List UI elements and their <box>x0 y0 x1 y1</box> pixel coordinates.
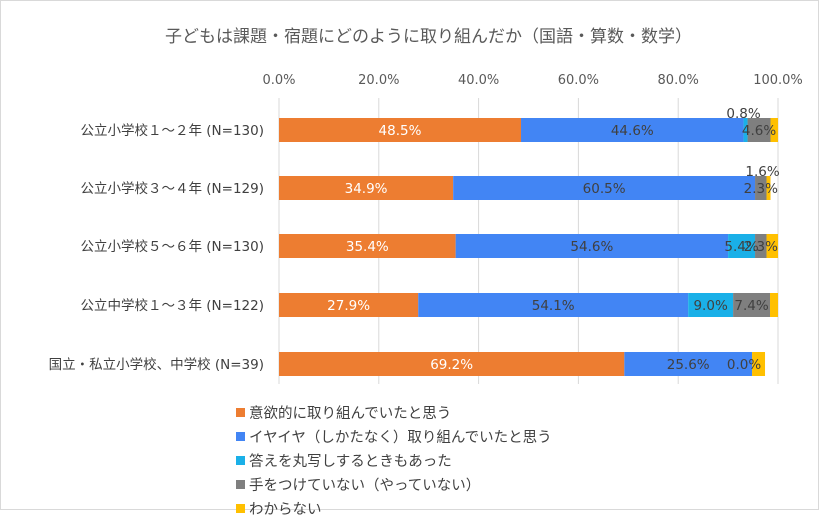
chart-frame <box>0 0 819 510</box>
data-label: 54.1% <box>532 298 575 314</box>
data-label: 0.0% <box>727 357 761 373</box>
x-tick-label: 100.0% <box>753 73 803 88</box>
bar-segment <box>279 234 456 258</box>
bar-segment <box>418 293 689 317</box>
data-label: 1.6% <box>745 164 779 180</box>
legend-label: わからない <box>249 501 322 518</box>
data-label: 9.0% <box>693 298 727 314</box>
bar-segment <box>728 234 756 258</box>
bar-segment <box>453 176 756 200</box>
bar-segment <box>755 176 767 200</box>
bar-segment <box>279 118 522 142</box>
data-label: 34.9% <box>345 181 388 197</box>
bar-segment <box>752 352 766 376</box>
data-label: 2.3% <box>744 239 778 255</box>
x-tick-label: 60.0% <box>558 73 599 88</box>
legend-item: イヤイヤ（しかたなく）取り組んでいたと思う <box>236 424 552 448</box>
data-label: 60.5% <box>583 181 626 197</box>
data-label: 4.6% <box>742 123 776 139</box>
legend-item: 答えを丸写しするときもあった <box>236 448 552 472</box>
category-label: 国立・私立小学校、中学校 (N=39) <box>49 356 264 373</box>
data-label: 25.6% <box>667 357 710 373</box>
legend-label: イヤイヤ（しかたなく）取り組んでいたと思う <box>249 429 552 446</box>
bar-segment <box>521 118 744 142</box>
x-tick-label: 20.0% <box>358 73 399 88</box>
bar-segment <box>766 176 771 200</box>
legend-swatch <box>236 431 245 441</box>
x-tick-label: 0.0% <box>262 73 295 88</box>
category-label: 公立小学校５～６年 (N=130) <box>80 238 264 255</box>
bar-segment <box>455 234 729 258</box>
chart-legend: 意欲的に取り組んでいたと思うイヤイヤ（しかたなく）取り組んでいたと思う 答えを丸写… <box>236 400 552 520</box>
data-label: 48.5% <box>379 123 422 139</box>
bar-segment <box>279 176 454 200</box>
category-label: 公立小学校１～２年 (N=130) <box>80 122 264 139</box>
legend-item: わからない <box>236 496 552 520</box>
legend-label: 意欲的に取り組んでいたと思う <box>249 405 452 422</box>
category-label: 公立小学校３～４年 (N=129) <box>80 180 264 197</box>
data-label: 27.9% <box>327 298 370 314</box>
legend-label: 答えを丸写しするときもあった <box>249 453 452 470</box>
data-label: 54.6% <box>570 239 613 255</box>
bar-segment <box>688 293 734 317</box>
data-label: 0.8% <box>726 106 760 122</box>
data-label: 69.2% <box>430 357 473 373</box>
legend-item: 意欲的に取り組んでいたと思う <box>236 400 552 424</box>
bar-segment <box>747 118 771 142</box>
legend-item: 手をつけていない（やっていない） <box>236 472 552 496</box>
bar-segment <box>279 293 419 317</box>
category-label: 公立中学校１～３年 (N=122) <box>80 297 264 314</box>
bar-segment <box>770 293 778 317</box>
bar-segment <box>755 234 767 258</box>
legend-swatch <box>236 407 245 417</box>
data-label: 35.4% <box>346 239 389 255</box>
data-label: 7.4% <box>734 298 768 314</box>
bar-segment <box>743 118 748 142</box>
bar-segment <box>624 352 753 376</box>
chart-title: 子どもは課題・宿題にどのように取り組んだか（国語・算数・数学） <box>165 27 692 47</box>
legend-swatch <box>236 503 245 513</box>
x-tick-label: 40.0% <box>458 73 499 88</box>
legend-label: 手をつけていない（やっていない） <box>249 477 481 494</box>
bar-segment <box>770 118 778 142</box>
bar-segment <box>733 293 771 317</box>
bar-segment <box>279 352 625 376</box>
legend-swatch <box>236 455 245 465</box>
legend-swatch <box>236 479 245 489</box>
x-tick-label: 80.0% <box>658 73 699 88</box>
data-label: 44.6% <box>611 123 654 139</box>
bar-segment <box>766 234 778 258</box>
data-label: 2.3% <box>744 181 778 197</box>
data-label: 5.4% <box>724 239 758 255</box>
